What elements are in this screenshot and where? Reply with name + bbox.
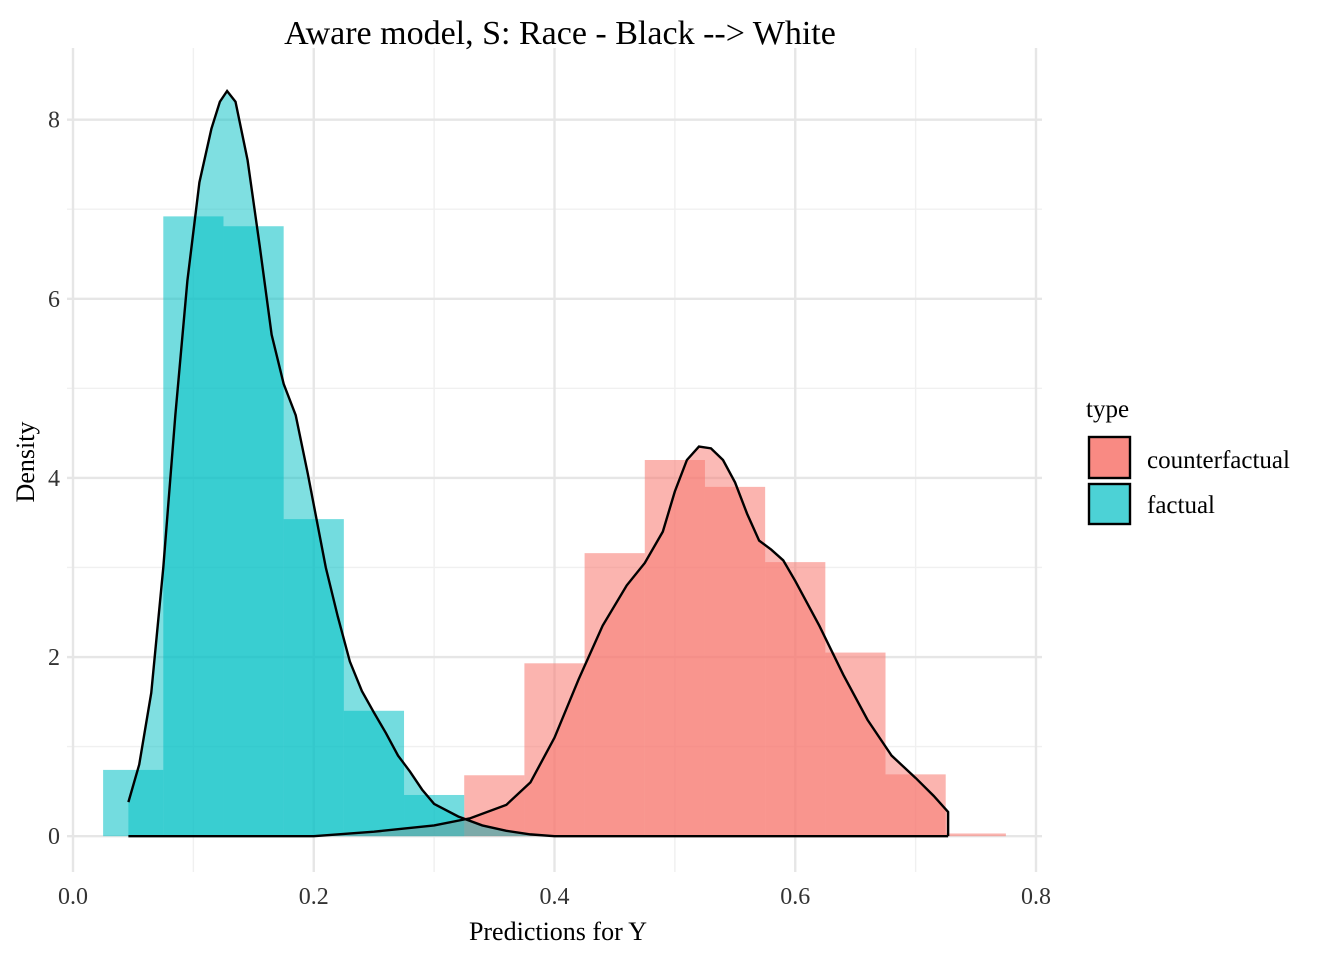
legend-swatch-factual xyxy=(1087,482,1132,526)
legend-label-factual: factual xyxy=(1147,492,1215,519)
y-tick-label: 0 xyxy=(48,824,60,850)
legend-label-counterfactual: counterfactual xyxy=(1147,447,1290,474)
legend-title: type xyxy=(1086,396,1129,423)
chart-title: Aware model, S: Race - Black --> White xyxy=(284,15,836,52)
x-axis-ticks: 0.0 0.2 0.4 0.6 0.8 xyxy=(58,884,1051,910)
legend: type counterfactual factual xyxy=(1086,396,1290,526)
x-tick-label: 0.6 xyxy=(780,884,810,910)
x-tick-label: 0.2 xyxy=(299,884,329,910)
counterfactual-density-line xyxy=(128,445,950,838)
x-tick-label: 0.0 xyxy=(58,884,88,910)
y-tick-label: 4 xyxy=(48,466,60,492)
y-axis-title: Density xyxy=(11,422,40,503)
y-axis-ticks: 0 2 4 6 8 xyxy=(48,108,60,851)
counterfactual-bar xyxy=(945,833,1006,837)
x-tick-label: 0.8 xyxy=(1021,884,1051,910)
density-curves xyxy=(127,88,950,838)
y-tick-label: 2 xyxy=(48,645,60,671)
x-axis-title: Predictions for Y xyxy=(469,917,647,946)
factual-density-fill xyxy=(128,90,949,837)
counterfactual-density-fill xyxy=(128,446,949,837)
y-tick-label: 8 xyxy=(48,108,60,134)
legend-swatch-counterfactual xyxy=(1087,435,1132,480)
factual-density-line xyxy=(127,88,949,838)
y-tick-label: 6 xyxy=(48,287,60,313)
x-tick-label: 0.4 xyxy=(540,884,570,910)
